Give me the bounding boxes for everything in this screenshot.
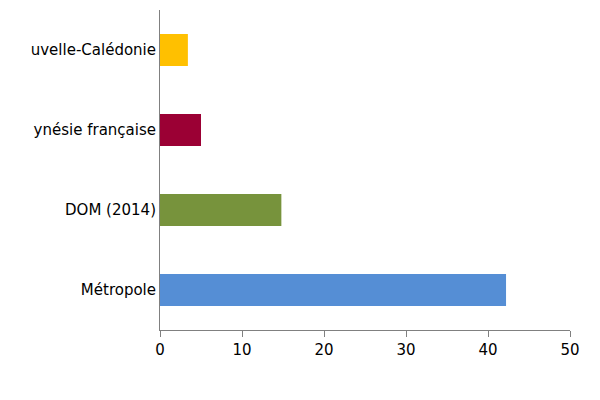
svg-text:0: 0 xyxy=(155,341,165,359)
svg-text:20: 20 xyxy=(314,341,333,359)
svg-text:40: 40 xyxy=(478,341,497,359)
svg-text:uvelle-Calédonie: uvelle-Calédonie xyxy=(31,41,156,59)
svg-text:10: 10 xyxy=(232,341,251,359)
svg-text:DOM (2014): DOM (2014) xyxy=(65,201,156,219)
svg-text:ynésie française: ynésie française xyxy=(34,121,156,139)
svg-text:30: 30 xyxy=(396,341,415,359)
svg-text:Métropole: Métropole xyxy=(81,281,156,299)
svg-text:50: 50 xyxy=(560,341,579,359)
